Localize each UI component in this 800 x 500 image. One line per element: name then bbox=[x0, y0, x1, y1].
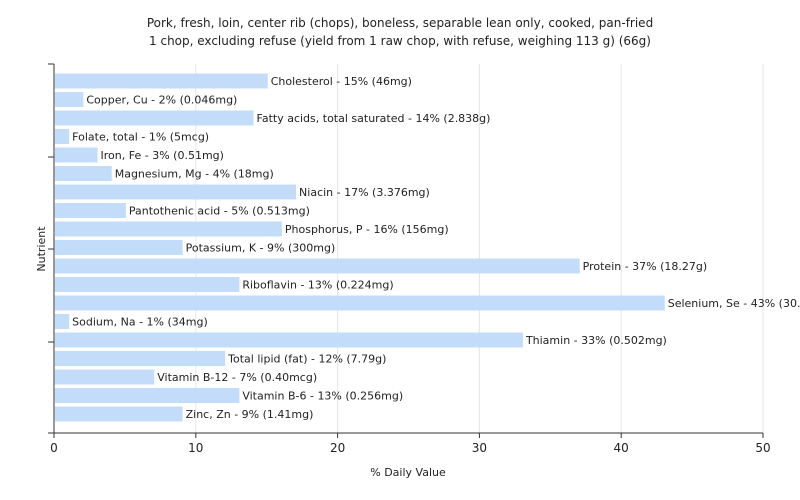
bar-label-5: Magnesium, Mg - 4% (18mg) bbox=[115, 168, 274, 181]
bar-2 bbox=[55, 110, 254, 126]
x-axis-label: % Daily Value bbox=[370, 466, 446, 479]
y-axis-label: Nutrient bbox=[35, 226, 48, 272]
x-tick-label-10: 10 bbox=[188, 441, 203, 455]
bar-label-1: Copper, Cu - 2% (0.046mg) bbox=[86, 94, 237, 107]
bar-3 bbox=[55, 129, 70, 144]
bar-label-0: Cholesterol - 15% (46mg) bbox=[271, 75, 412, 88]
bar-12 bbox=[55, 295, 665, 311]
chart-subtitle: 1 chop, excluding refuse (yield from 1 r… bbox=[149, 34, 651, 48]
x-tick-label-50: 50 bbox=[755, 441, 770, 455]
bar-label-11: Riboflavin - 13% (0.224mg) bbox=[242, 279, 393, 292]
bar-17 bbox=[55, 388, 240, 403]
axes: 0 10 20 30 40 50 bbox=[48, 63, 771, 455]
bar-6 bbox=[55, 184, 297, 200]
bar-16 bbox=[55, 369, 155, 385]
bar-14 bbox=[55, 332, 523, 348]
bar-4 bbox=[55, 147, 98, 163]
bar-9 bbox=[55, 240, 183, 255]
bar-5 bbox=[55, 166, 112, 181]
bars: Cholesterol - 15% (46mg) Copper, Cu - 2% … bbox=[55, 73, 800, 422]
bar-label-12: Selenium, Se - 43% (30.0mcg) bbox=[668, 297, 800, 310]
bar-label-10: Protein - 37% (18.27g) bbox=[583, 260, 708, 273]
bar-label-6: Niacin - 17% (3.376mg) bbox=[299, 186, 430, 199]
x-tick-label-20: 20 bbox=[330, 441, 345, 455]
bar-label-18: Zinc, Zn - 9% (1.41mg) bbox=[186, 408, 314, 421]
bar-label-3: Folate, total - 1% (5mcg) bbox=[72, 131, 209, 144]
x-tick-label-0: 0 bbox=[50, 441, 58, 455]
chart-title: Pork, fresh, loin, center rib (chops), b… bbox=[147, 16, 653, 30]
x-tick-label-30: 30 bbox=[472, 441, 487, 455]
bar-0 bbox=[55, 73, 268, 89]
bar-label-8: Phosphorus, P - 16% (156mg) bbox=[285, 223, 449, 236]
bar-label-16: Vitamin B-12 - 7% (0.40mcg) bbox=[157, 371, 317, 384]
bar-11 bbox=[55, 277, 240, 292]
bar-label-9: Potassium, K - 9% (300mg) bbox=[186, 242, 336, 255]
bar-13 bbox=[55, 314, 70, 329]
bar-18 bbox=[55, 406, 183, 422]
bar-label-17: Vitamin B-6 - 13% (0.256mg) bbox=[242, 390, 403, 403]
bar-label-4: Iron, Fe - 3% (0.51mg) bbox=[101, 149, 224, 162]
bar-1 bbox=[55, 92, 84, 107]
x-tick-label-40: 40 bbox=[614, 441, 629, 455]
bar-8 bbox=[55, 221, 282, 237]
bar-15 bbox=[55, 351, 226, 366]
bar-label-2: Fatty acids, total saturated - 14% (2.83… bbox=[257, 112, 491, 125]
bar-label-7: Pantothenic acid - 5% (0.513mg) bbox=[129, 205, 310, 218]
bar-label-13: Sodium, Na - 1% (34mg) bbox=[72, 316, 208, 329]
bar-7 bbox=[55, 203, 126, 218]
gridlines bbox=[195, 64, 764, 433]
bar-10 bbox=[55, 258, 580, 274]
bar-label-14: Thiamin - 33% (0.502mg) bbox=[525, 334, 667, 347]
bar-label-15: Total lipid (fat) - 12% (7.79g) bbox=[227, 353, 386, 366]
